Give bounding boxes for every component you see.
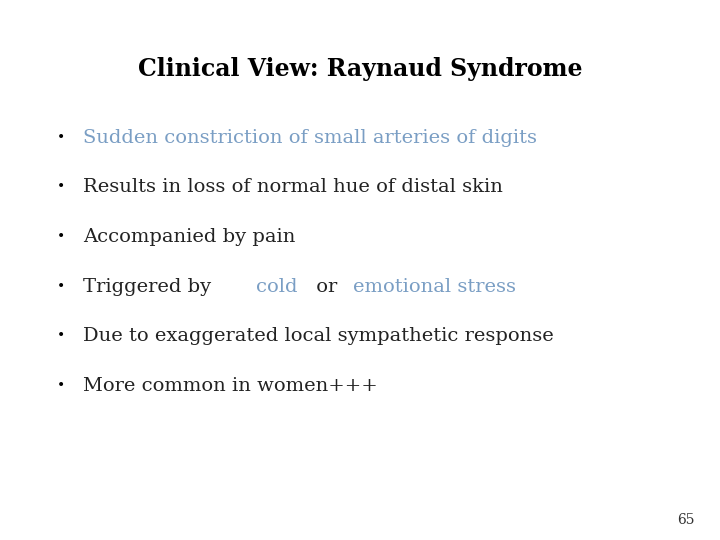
Text: •: •: [57, 280, 66, 294]
Text: Due to exaggerated local sympathetic response: Due to exaggerated local sympathetic res…: [83, 327, 554, 346]
Text: •: •: [57, 131, 66, 145]
Text: or: or: [310, 278, 343, 296]
Text: •: •: [57, 230, 66, 244]
Text: Triggered by: Triggered by: [83, 278, 217, 296]
Text: Sudden constriction of small arteries of digits: Sudden constriction of small arteries of…: [83, 129, 537, 147]
Text: More common in women+++: More common in women+++: [83, 377, 377, 395]
Text: Accompanied by pain: Accompanied by pain: [83, 228, 295, 246]
Text: Results in loss of normal hue of distal skin: Results in loss of normal hue of distal …: [83, 178, 503, 197]
Text: 65: 65: [678, 512, 695, 526]
Text: Clinical View: Raynaud Syndrome: Clinical View: Raynaud Syndrome: [138, 57, 582, 80]
Text: emotional stress: emotional stress: [353, 278, 516, 296]
Text: •: •: [57, 180, 66, 194]
Text: •: •: [57, 379, 66, 393]
Text: •: •: [57, 329, 66, 343]
Text: cold: cold: [256, 278, 297, 296]
